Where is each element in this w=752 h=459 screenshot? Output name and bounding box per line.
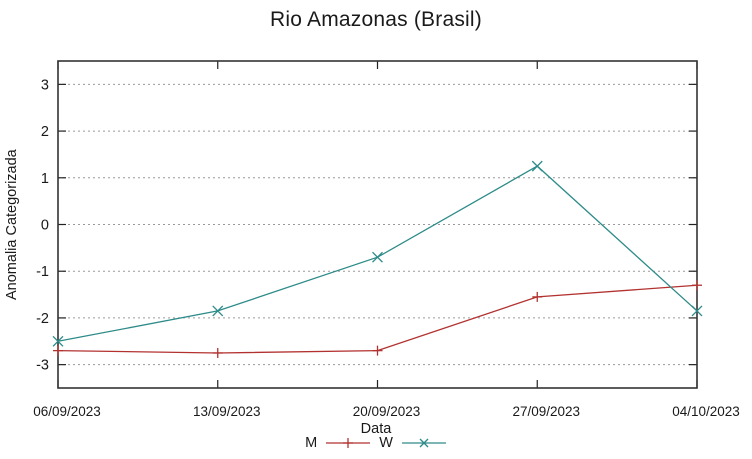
series-line-w <box>57 165 698 342</box>
x-tick-label: 13/09/2023 <box>193 404 261 419</box>
x-tick-label: 20/09/2023 <box>353 404 421 419</box>
legend-label-m: M <box>305 435 318 451</box>
legend-line-m-icon <box>326 438 371 448</box>
marker-cross <box>372 251 383 263</box>
marker-cross <box>212 305 224 317</box>
legend-line-w-icon <box>401 438 446 448</box>
y-tick-label: 0 <box>41 218 49 234</box>
x-tick-label: 27/09/2023 <box>512 404 580 419</box>
x-tick-label: 04/10/2023 <box>672 404 740 419</box>
y-tick-label: 2 <box>41 124 49 140</box>
chart-title: Rio Amazonas (Brasil) <box>270 8 482 31</box>
x-axis-label: Data <box>360 421 392 437</box>
plot-border <box>57 60 698 389</box>
y-tick-label: 3 <box>41 77 49 93</box>
marker-cross <box>52 335 64 347</box>
y-tick-label: -3 <box>36 358 49 374</box>
marker-cross <box>691 305 703 317</box>
y-tick-label: 1 <box>41 171 49 187</box>
series-line-m <box>57 284 698 354</box>
legend: M W <box>0 435 752 451</box>
y-tick-label: -2 <box>36 311 49 327</box>
marker-cross <box>531 160 543 172</box>
x-tick-label: 06/09/2023 <box>33 404 101 419</box>
y-tick-label: -1 <box>36 264 49 280</box>
legend-label-w: W <box>379 435 393 451</box>
